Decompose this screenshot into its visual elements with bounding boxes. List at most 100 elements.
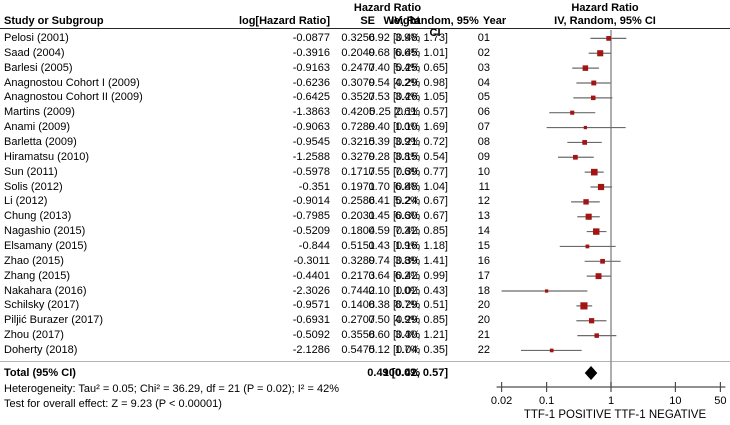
study-name: Anagnostou Cohort I (2009): [4, 76, 140, 89]
weight-column-header: Weight: [383, 15, 420, 27]
year-value: 05: [477, 91, 490, 104]
effect-marker: [600, 258, 605, 264]
study-row: Doherty (2018) -2.1286 0.5475 1.7% 0.12 …: [0, 343, 730, 358]
weight-value: 2.6%: [394, 106, 420, 119]
ci-value: 0.10 [0.02, 0.43]: [368, 284, 448, 297]
study-row: Nakahara (2016) -2.3026 0.7442 1.0% 0.10…: [0, 284, 730, 299]
weight-value: 3.9%: [394, 32, 420, 44]
weight-value: 5.2%: [394, 195, 420, 208]
ci-value: 0.43 [0.16, 1.18]: [368, 240, 448, 253]
effect-marker: [593, 228, 600, 235]
ci-value: 0.92 [0.48, 1.73]: [368, 32, 448, 44]
ci-method-plot-header: IV, Random, 95% CI: [554, 15, 656, 27]
study-row: Elsamany (2015) -0.844 0.5151 1.9% 0.43 …: [0, 239, 730, 254]
year-value: 08: [477, 136, 490, 149]
se-value: 0.5151: [341, 240, 375, 253]
se-value: 0.2173: [341, 269, 375, 282]
year-value: 09: [477, 150, 490, 163]
weight-value: 6.6%: [394, 46, 420, 59]
ci-value: 0.38 [0.29, 0.51]: [368, 299, 448, 312]
log-hr-value: -0.6425: [292, 91, 330, 104]
study-row: Barlesi (2005) -0.9163 0.2477 5.4% 0.40 …: [0, 61, 730, 76]
ci-value: 0.12 [0.04, 0.35]: [368, 344, 448, 357]
se-value: 0.2031: [341, 210, 375, 223]
overall-effect-text: Test for overall effect: Z = 9.23 (P < 0…: [4, 398, 222, 410]
se-value: 0.3279: [341, 150, 375, 163]
log-hr-column-header: log[Hazard Ratio]: [238, 15, 330, 27]
effect-marker: [590, 95, 596, 101]
log-hr-value: -0.9063: [292, 121, 330, 134]
study-name: Zhou (2017): [4, 329, 64, 342]
study-name: Saad (2004): [4, 46, 65, 59]
study-row: Chung (2013) -0.7985 0.2031 6.6% 0.45 [0…: [0, 209, 730, 224]
log-hr-value: -0.3011: [293, 254, 331, 267]
effect-marker: [582, 65, 589, 71]
se-value: 0.3079: [341, 76, 375, 89]
effect-marker: [573, 154, 578, 160]
study-name: Elsamany (2015): [4, 240, 88, 253]
effect-marker: [580, 302, 588, 310]
year-value: 15: [477, 240, 490, 253]
ci-value: 0.53 [0.26, 1.05]: [368, 91, 448, 104]
effect-marker: [606, 36, 612, 41]
study-row: Barletta (2009) -0.9545 0.3215 3.9% 0.39…: [0, 135, 730, 150]
log-hr-value: -0.6931: [292, 314, 330, 327]
study-name: Li (2012): [4, 195, 48, 208]
log-hr-value: -0.844: [298, 240, 330, 253]
year-value: 22: [477, 344, 490, 357]
study-row: Piljić Burazer (2017) -0.6931 0.2707 4.9…: [0, 313, 730, 328]
axis-tick-label: 0.02: [491, 395, 512, 407]
ci-value: 0.54 [0.29, 0.98]: [368, 76, 448, 89]
effect-marker: [583, 125, 588, 130]
study-name: Sun (2011): [4, 165, 58, 178]
effect-marker: [549, 348, 554, 353]
study-name: Zhao (2015): [4, 254, 64, 267]
year-value: 12: [477, 195, 490, 208]
weight-value: 6.8%: [394, 180, 420, 193]
summary-diamond: [584, 366, 598, 380]
ci-value: 0.25 [0.11, 0.57]: [369, 106, 448, 119]
weight-value: 3.8%: [394, 254, 420, 267]
effect-marker: [583, 199, 589, 205]
ci-value: 0.28 [0.15, 0.54]: [368, 150, 448, 163]
ci-value: 0.64 [0.42, 0.99]: [368, 269, 448, 282]
weight-value: 1.9%: [394, 240, 420, 253]
effect-marker: [597, 183, 605, 191]
study-row: Anagnostou Cohort II (2009) -0.6425 0.35…: [0, 90, 730, 105]
year-value: 03: [477, 61, 490, 74]
forest-plot-canvas: 0.02 0.1 1 10 50 TTF-1 POSITIVE TTF-1 NEGATIV…: [491, 30, 727, 421]
effect-marker: [597, 50, 604, 57]
log-hr-value: -0.7985: [292, 210, 330, 223]
study-rows: Pelosi (2001) -0.0877 0.3256 3.9% 0.92 […: [0, 31, 730, 358]
header-line-2: Study or Subgroup log[Hazard Ratio] SE W…: [0, 15, 730, 39]
se-value: 0.3289: [341, 254, 375, 267]
year-value: 18: [477, 284, 490, 297]
ci-value: 0.60 [0.30, 1.21]: [368, 329, 448, 342]
se-value: 0.5475: [341, 344, 375, 357]
total-label: Total (95% CI): [4, 367, 76, 379]
hazard-ratio-plot-title: Hazard Ratio: [571, 2, 639, 14]
se-value: 0.3256: [341, 32, 375, 44]
study-name: Chung (2013): [4, 210, 72, 223]
log-hr-value: -2.1286: [292, 344, 330, 357]
study-name: Doherty (2018): [4, 344, 78, 357]
study-name: Nagashio (2015): [4, 225, 86, 238]
year-value: 13: [477, 210, 490, 223]
year-value: 14: [477, 225, 490, 238]
log-hr-value: -0.5209: [292, 225, 330, 238]
year-value: 06: [477, 106, 490, 119]
log-hr-value: -0.9163: [292, 61, 330, 74]
ci-value: 0.41 [0.24, 0.67]: [368, 195, 448, 208]
study-row: Martins (2009) -1.3863 0.4205 2.6% 0.25 …: [0, 105, 730, 120]
total-row: Total (95% CI) 100.0% 0.49 [0.42, 0.57]: [0, 366, 730, 381]
study-row: Anagnostou Cohort I (2009) -0.6236 0.307…: [0, 76, 730, 91]
ci-value: 0.59 [0.42, 0.85]: [368, 225, 448, 238]
log-hr-value: -0.9014: [292, 195, 330, 208]
study-row: Solis (2012) -0.351 0.1971 6.8% 0.70 [0.…: [0, 180, 730, 195]
weight-value: 4.9%: [394, 314, 420, 327]
year-value: 20: [477, 299, 490, 312]
axis-tick-label: 0.1: [539, 395, 554, 407]
se-column-header: SE: [360, 15, 375, 27]
ci-value: 0.40 [0.25, 0.65]: [368, 61, 448, 74]
